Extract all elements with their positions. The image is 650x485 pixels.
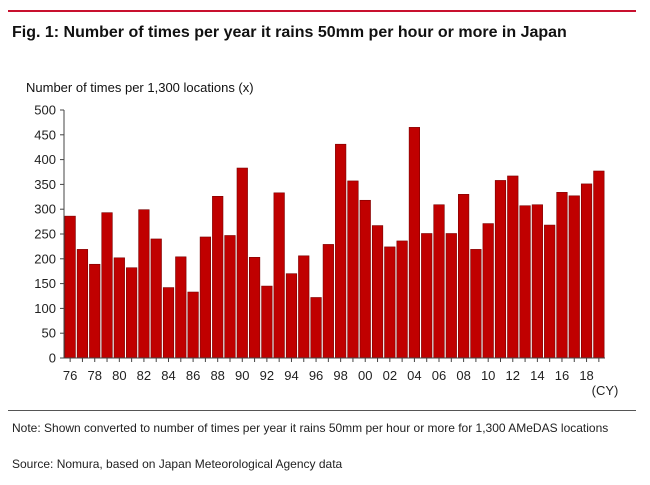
bottom-rule [8,410,636,411]
x-tick-label: 96 [309,368,323,383]
y-axis-label: Number of times per 1,300 locations (x) [26,80,254,95]
bar-2015 [544,224,556,359]
x-tick-label: 80 [112,368,126,383]
x-ticks-group: 76 78 80 82 84 86 88 90 92 94 96 98 00 02 04 06 08 10 12 14… [63,358,600,383]
bar-1976 [64,215,76,359]
y-tick-label: 100 [34,301,56,316]
y-tick-label: 300 [34,202,56,217]
y-ticks-group: 0 50 100 150 200 250 300 350 400 450 500 [34,103,64,366]
bar-1988 [212,196,224,359]
bar-1999 [347,180,359,359]
x-tick-label: 98 [333,368,347,383]
bar-1980 [113,257,125,359]
y-tick-label: 150 [34,276,56,291]
bar-2008 [458,194,470,359]
bar-1993 [273,192,285,359]
x-tick-label: 16 [555,368,569,383]
x-tick-label: 76 [63,368,77,383]
x-tick-label: 94 [284,368,298,383]
bar-1983 [150,238,162,359]
y-tick-label: 50 [42,326,56,341]
bars-group [64,127,605,359]
bar-1990 [236,167,248,359]
bar-2019 [593,170,605,359]
bar-1984 [162,287,175,359]
x-tick-label: 84 [161,368,175,383]
bar-1977 [76,249,89,359]
y-tick-label: 0 [49,351,56,366]
bar-1986 [187,291,199,359]
bar-2003 [396,240,408,359]
x-tick-label: 88 [210,368,224,383]
bar-2001 [371,225,384,359]
bar-1989 [224,235,236,359]
bar-2000 [359,199,371,359]
bar-1996 [310,297,322,359]
bar-2006 [433,204,445,359]
x-tick-label: 82 [137,368,151,383]
bar-2014 [531,204,543,359]
bar-1979 [101,212,113,359]
x-axis-unit-label: (CY) [592,383,619,398]
bar-2013 [519,205,531,359]
x-tick-label: 92 [260,368,274,383]
top-rule [8,10,636,12]
y-tick-label: 450 [34,127,56,142]
y-tick-label: 500 [34,103,56,118]
bar-2017 [568,195,580,359]
y-tick-label: 400 [34,152,56,167]
chart-title: Fig. 1: Number of times per year it rain… [12,24,567,41]
footnote: Note: Shown converted to number of times… [12,421,609,435]
bar-1981 [126,267,138,359]
y-tick-label: 200 [34,251,56,266]
x-tick-label: 14 [530,368,544,383]
bar-1978 [89,263,101,359]
bar-1991 [248,257,261,359]
y-tick-label: 350 [34,177,56,192]
bar-2004 [408,127,421,359]
x-tick-label: 08 [456,368,470,383]
bar-2005 [421,233,433,359]
x-tick-label: 12 [506,368,520,383]
x-tick-label: 10 [481,368,495,383]
bar-1992 [261,285,273,359]
bar-1985 [175,256,187,359]
x-tick-label: 00 [358,368,372,383]
x-tick-label: 78 [88,368,102,383]
bar-1998 [335,143,347,359]
bar-2012 [507,175,519,359]
x-tick-label: 18 [579,368,593,383]
bar-2010 [482,223,494,359]
y-tick-label: 250 [34,227,56,242]
x-tick-label: 04 [407,368,421,383]
bar-1987 [199,236,211,359]
bar-2002 [384,246,396,359]
bar-2009 [470,249,482,359]
bar-2011 [494,180,507,359]
x-tick-label: 06 [432,368,446,383]
bar-1997 [322,244,334,359]
x-tick-label: 02 [383,368,397,383]
source-line: Source: Nomura, based on Japan Meteorolo… [12,457,343,471]
bar-2016 [556,192,568,359]
bar-1994 [285,273,298,359]
bar-2007 [445,233,457,359]
bar-1995 [298,255,310,359]
bar-1982 [138,209,150,359]
x-tick-label: 90 [235,368,249,383]
x-tick-label: 86 [186,368,200,383]
bar-2018 [580,183,593,359]
